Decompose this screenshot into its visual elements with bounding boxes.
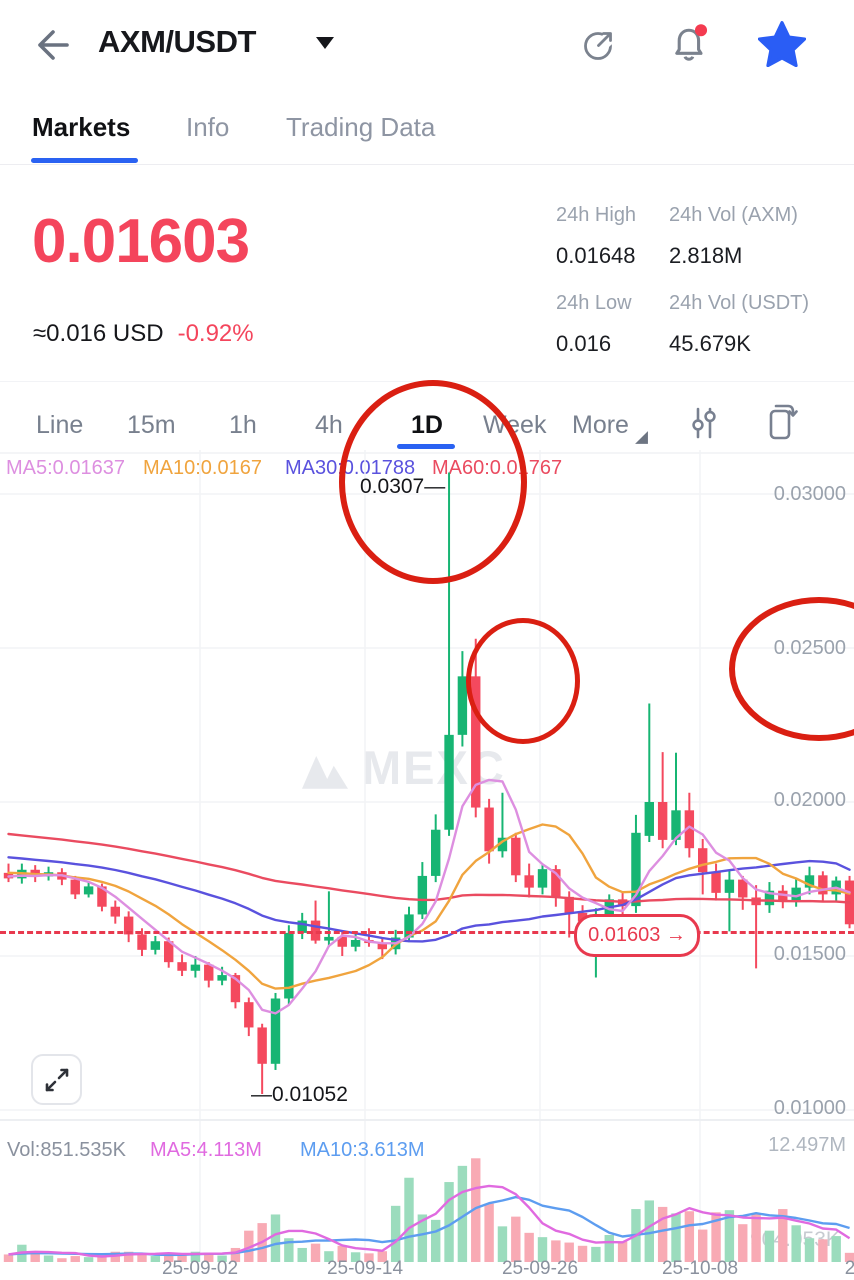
stat-label: 24h Vol (USDT) (669, 292, 810, 314)
stat-label: 24h Vol (AXM) (669, 204, 798, 226)
stat-value: 0.016 (556, 331, 612, 356)
price-axis-label: 0.01500 (773, 943, 846, 965)
stat-label: 24h High (556, 204, 637, 226)
tf-week[interactable]: Week (483, 411, 547, 439)
mexc-logo-icon (302, 755, 348, 789)
last-price-dashed-line (0, 931, 854, 934)
pair-title[interactable]: AXM/USDT (98, 24, 256, 59)
fullscreen-chart-button[interactable] (31, 1054, 82, 1105)
separator (0, 381, 854, 382)
separator (0, 452, 854, 454)
indicator-settings-button[interactable] (688, 404, 720, 447)
tf-4h[interactable]: 4h (315, 411, 343, 439)
tab-info[interactable]: Info (186, 112, 230, 142)
more-caret-icon[interactable] (634, 430, 649, 445)
tf-1h[interactable]: 1h (229, 411, 257, 439)
ma10-label: MA10:0.0167 (143, 457, 262, 479)
stat-value: 0.01648 (556, 243, 636, 268)
tf-1d[interactable]: 1D (411, 411, 443, 439)
bell-icon (675, 24, 708, 61)
tab-markets[interactable]: Markets (32, 112, 131, 142)
top-tabs: Markets Info Trading Data (0, 100, 854, 165)
active-tab-underline (31, 158, 138, 163)
high-price-callout: 0.0307— (360, 475, 446, 498)
favorite-button[interactable] (757, 21, 807, 72)
expand-icon (45, 1068, 68, 1091)
tf-line[interactable]: Line (36, 411, 84, 439)
tf-15m[interactable]: 15m (127, 411, 176, 439)
fiat-approx: ≈0.016 USD (33, 320, 164, 347)
notification-dot (694, 24, 708, 37)
back-button[interactable] (30, 24, 72, 71)
stat-label: 24h Low (556, 292, 632, 314)
vol-ma10-label: MA10:3.613M (300, 1139, 425, 1161)
tab-trading-data[interactable]: Trading Data (286, 112, 436, 142)
last-price-pill[interactable]: 0.01603 → (574, 914, 700, 957)
date-axis-label: 2 (844, 1258, 854, 1279)
price-axis-label: 0.02000 (773, 789, 846, 811)
date-axis-label: 25-09-26 (501, 1258, 579, 1279)
date-axis-label: 25-09-02 (161, 1258, 239, 1279)
active-timeframe-underline (397, 444, 455, 449)
date-axis-label: 25-10-08 (661, 1258, 739, 1279)
vol-ma5-label: MA5:4.113M (150, 1139, 262, 1161)
candlestick-chart-canvas[interactable] (0, 450, 854, 1280)
tf-more[interactable]: More (572, 411, 629, 439)
fiat-price-row: ≈0.016 USD -0.92% (33, 320, 254, 348)
stat-value: 45.679K (669, 331, 751, 356)
vol-label: Vol:851.535K (7, 1139, 126, 1161)
stat-value: 2.818M (669, 243, 743, 268)
low-price-callout: —0.01052 (251, 1083, 348, 1106)
last-price: 0.01603 (32, 207, 250, 276)
landscape-chart-button[interactable] (764, 400, 800, 447)
price-change: -0.92% (177, 320, 254, 347)
share-icon (584, 30, 617, 60)
star-icon (757, 21, 807, 68)
pair-dropdown-caret[interactable] (316, 37, 334, 49)
back-arrow-icon (38, 30, 69, 60)
ma5-label: MA5:0.01637 (6, 457, 125, 479)
rotate-phone-icon (769, 404, 798, 440)
share-button[interactable] (580, 25, 620, 70)
volume-axis-max-label: 12.497M (768, 1134, 846, 1156)
alerts-button[interactable] (668, 22, 712, 71)
price-axis-label: 0.02500 (773, 637, 846, 659)
ma30-label: MA30:0.01788 (285, 457, 416, 479)
sliders-icon (692, 407, 716, 439)
ma60-label: MA60:0.01767 (432, 457, 563, 479)
date-axis-label: 25-09-14 (326, 1258, 404, 1279)
price-axis-label: 0.01000 (773, 1097, 846, 1119)
price-axis-label: 0.03000 (773, 483, 846, 505)
